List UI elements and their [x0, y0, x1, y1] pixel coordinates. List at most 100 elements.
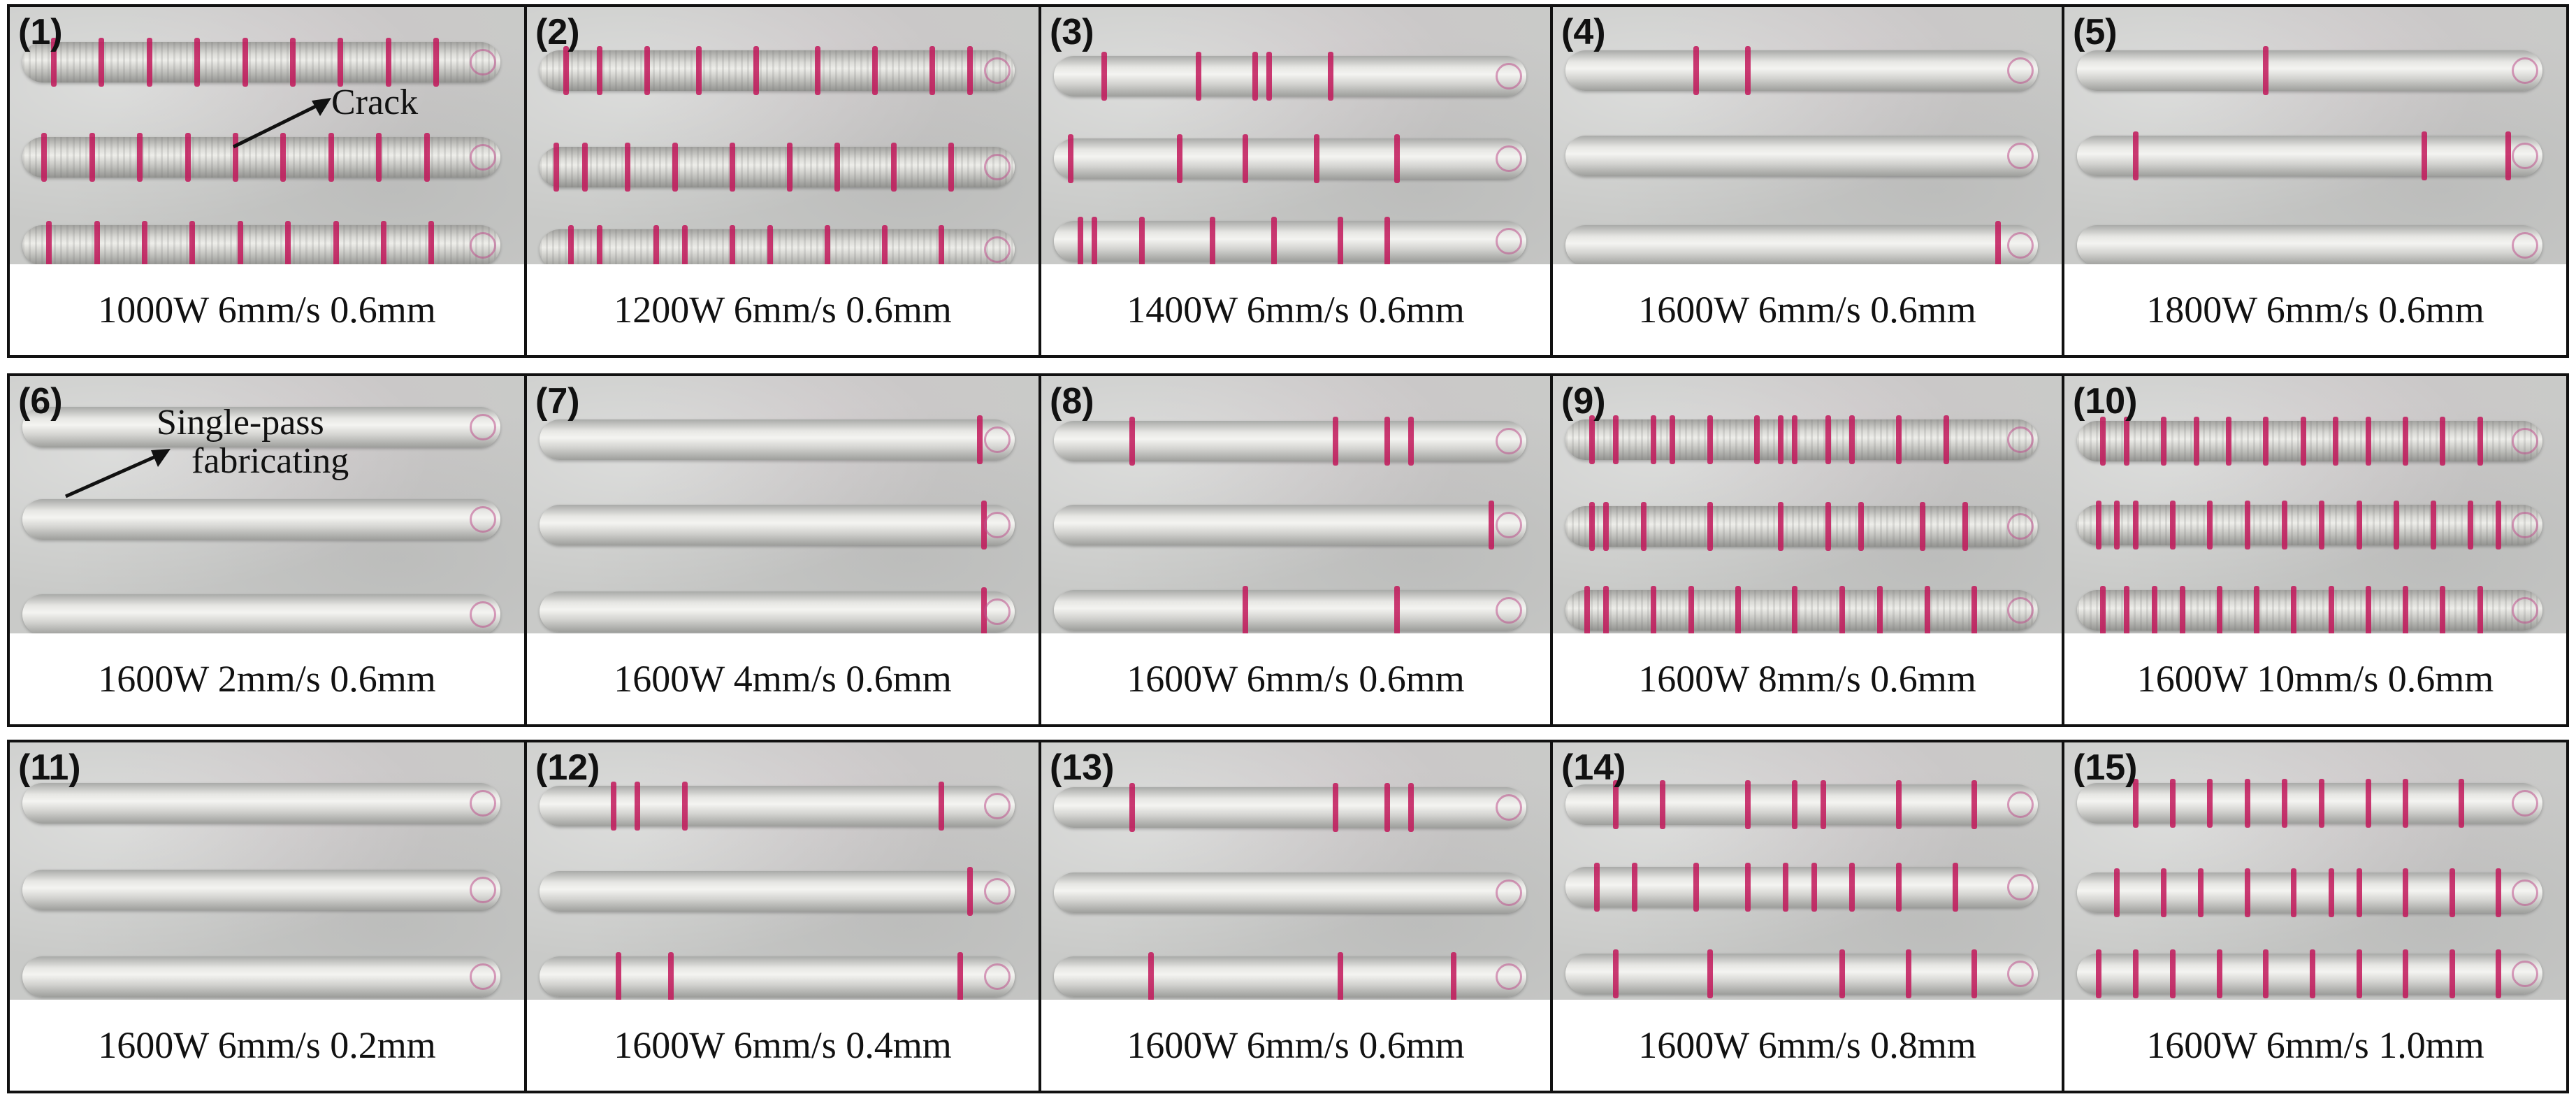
crack-mark	[194, 38, 201, 87]
crack-mark	[563, 46, 569, 95]
crack-mark	[1792, 415, 1798, 464]
crack-mark	[1778, 415, 1784, 464]
figure-row-spacing: (11) 1600W 6mm/s 0.2mm (12) 1600W 6mm/s …	[7, 740, 2569, 1093]
crack-mark	[1176, 134, 1182, 183]
crack-mark	[2193, 417, 2199, 466]
panel-11: (11) 1600W 6mm/s 0.2mm	[10, 742, 527, 1091]
panel-photo	[527, 7, 1039, 267]
panel-photo	[1041, 742, 1550, 1003]
track-3	[22, 594, 500, 635]
crack-mark	[1328, 52, 1334, 101]
panel-12: (12) 1600W 6mm/s 0.4mm	[527, 742, 1041, 1091]
crack-mark	[2263, 949, 2269, 998]
crack-mark	[1744, 863, 1751, 912]
crack-mark	[644, 46, 650, 95]
crack-mark	[51, 38, 57, 87]
panel-photo	[1041, 7, 1550, 267]
crack-mark	[189, 221, 196, 267]
crack-mark	[1971, 586, 1978, 635]
crack-mark	[2356, 868, 2362, 917]
crack-mark	[1995, 221, 2002, 267]
track-1	[22, 38, 500, 87]
crack-mark	[981, 587, 987, 636]
panel-10: (10) 1600W 10mm/s 0.6mm	[2064, 376, 2566, 724]
panel-tag: (3)	[1050, 12, 1094, 52]
track-3	[22, 956, 500, 997]
panel-tag: (1)	[18, 12, 63, 52]
panel-caption: 1600W 8mm/s 0.6mm	[1553, 633, 2062, 724]
crack-mark	[184, 133, 191, 182]
crack-mark	[1641, 502, 1647, 551]
panel-caption: 1600W 6mm/s 0.6mm	[1553, 264, 2062, 355]
crack-mark	[424, 133, 430, 182]
track-2	[1565, 863, 2038, 912]
crack-mark	[1068, 134, 1074, 183]
crack-mark	[1243, 586, 1249, 635]
track-3	[1054, 217, 1526, 266]
crack-mark	[2216, 586, 2222, 635]
track-1	[22, 407, 500, 447]
track-2	[1054, 134, 1526, 183]
crack-mark	[2403, 779, 2409, 828]
crack-mark	[2477, 417, 2483, 466]
crack-mark	[981, 501, 987, 550]
crack-mark	[1825, 502, 1831, 551]
panel-caption: 1800W 6mm/s 0.6mm	[2064, 264, 2566, 355]
panel-5: (5) 1800W 6mm/s 0.6mm	[2064, 7, 2566, 355]
crack-mark	[1858, 502, 1865, 551]
track-1	[2077, 779, 2542, 828]
crack-mark	[1593, 863, 1600, 912]
panel-photo	[1553, 7, 2062, 267]
crack-mark	[2328, 586, 2334, 635]
track-1	[1054, 52, 1526, 101]
crack-mark	[385, 38, 391, 87]
crack-mark	[596, 225, 602, 267]
track-2	[22, 133, 500, 182]
panel-photo	[10, 742, 524, 1003]
panel-caption: 1000W 6mm/s 0.6mm	[10, 264, 524, 355]
crack-mark	[89, 133, 95, 182]
crack-mark	[767, 225, 774, 267]
crack-mark	[567, 225, 574, 267]
crack-mark	[939, 225, 945, 267]
track-2	[1565, 502, 2038, 551]
panel-caption: 1600W 6mm/s 0.6mm	[1041, 633, 1550, 724]
crack-mark	[2132, 949, 2139, 998]
crack-mark	[2403, 586, 2409, 635]
track-3	[22, 221, 500, 267]
crack-mark	[1811, 863, 1817, 912]
crack-mark	[2365, 417, 2371, 466]
crack-mark	[1669, 415, 1675, 464]
panel-photo	[2064, 7, 2566, 267]
crack-mark	[2291, 868, 2297, 917]
track-2	[1054, 501, 1526, 550]
track-2	[540, 143, 1015, 192]
panel-tag: (15)	[2073, 747, 2138, 788]
crack-mark	[2449, 868, 2455, 917]
track-3	[540, 225, 1015, 267]
crack-mark	[596, 46, 602, 95]
crack-mark	[1210, 217, 1216, 266]
crack-mark	[1877, 586, 1883, 635]
crack-mark	[1943, 415, 1949, 464]
crack-mark	[2449, 949, 2455, 998]
track-3	[1565, 221, 2038, 267]
crack-mark	[825, 225, 830, 267]
crack-mark	[1129, 417, 1136, 466]
figure-row-speed: (6) Single-pass fabricating 1600W 2mm/s …	[7, 373, 2569, 727]
crack-mark	[2365, 586, 2371, 635]
track-2	[1565, 136, 2038, 176]
crack-mark	[1195, 52, 1201, 101]
panel-photo	[2064, 376, 2566, 636]
crack-mark	[2468, 501, 2474, 550]
crack-mark	[834, 143, 840, 192]
crack-mark	[2505, 131, 2511, 180]
crack-mark	[2459, 779, 2465, 828]
track-1	[1565, 46, 2038, 95]
crack-mark	[1337, 952, 1343, 1001]
track-1	[540, 782, 1015, 831]
crack-mark	[1384, 217, 1391, 266]
track-2	[22, 499, 500, 540]
crack-mark	[2319, 779, 2325, 828]
panel-caption: 1600W 6mm/s 0.6mm	[1041, 1000, 1550, 1091]
